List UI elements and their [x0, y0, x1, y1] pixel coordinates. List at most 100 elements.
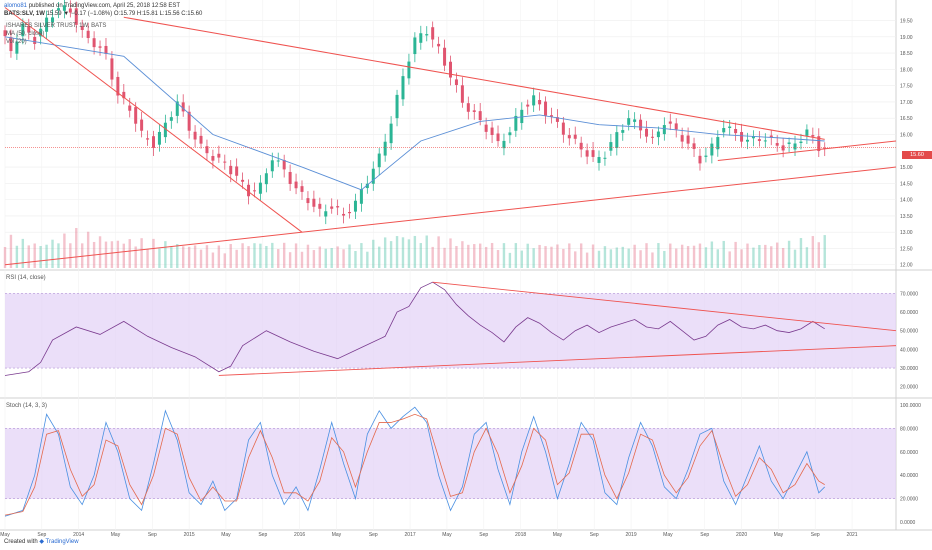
candle-body [45, 17, 49, 32]
candle-body [811, 135, 815, 137]
volume-bar [722, 240, 725, 268]
candle-body [549, 115, 553, 117]
volume-bar [282, 242, 286, 268]
candle-body [187, 111, 191, 131]
candle-body [757, 139, 761, 141]
stoch-tick-label: 80.0000 [900, 426, 918, 432]
footer: Created with ◆ TradingView [4, 538, 79, 545]
volume-bar [758, 244, 761, 268]
volume-bar [591, 244, 595, 268]
rsi-tick-label: 40.0000 [900, 347, 918, 353]
volume-bar [716, 249, 719, 268]
time-tick-label: Sep [37, 532, 46, 538]
price-tick-label: 19.00 [900, 35, 913, 41]
candle-body [116, 76, 120, 96]
candle-body [110, 58, 114, 80]
rsi-label: RSI (14, close) [6, 275, 46, 281]
volume-bar [324, 248, 327, 268]
volume-bar [288, 252, 292, 268]
volume-bar [651, 252, 654, 268]
volume-bar [781, 248, 785, 268]
candle-body [413, 37, 417, 55]
candle-body [282, 160, 286, 170]
price-tick-label: 16.00 [900, 132, 913, 138]
candle-body [241, 179, 245, 182]
volume-bar [752, 247, 755, 268]
volume-bar [318, 246, 322, 268]
tradingview-logo[interactable]: ◆ TradingView [39, 539, 79, 545]
author-link[interactable]: alomo81 [4, 3, 28, 9]
candle-body [466, 103, 470, 112]
volume-bar [698, 243, 702, 268]
volume-bar [176, 244, 179, 268]
candle-body [377, 153, 381, 168]
time-tick-label: Sep [148, 532, 157, 538]
volume-bar [39, 246, 42, 268]
volume-bar [217, 245, 221, 268]
candle-body [401, 76, 405, 100]
volume-bar [496, 250, 500, 268]
time-tick-label: Sep [369, 532, 378, 538]
price-tick-label: 14.00 [900, 198, 913, 204]
candle-body [769, 135, 773, 138]
footer-created: Created with [4, 539, 38, 545]
volume-bar [645, 243, 648, 268]
volume-bar [532, 248, 535, 268]
volume-bar [514, 243, 518, 268]
candle-body [763, 140, 767, 142]
candle-body [639, 119, 643, 131]
candle-body [615, 132, 619, 149]
volume-bar [425, 235, 428, 268]
candle-body [9, 37, 13, 52]
volume-bar [265, 245, 268, 268]
time-tick-label: May [221, 532, 231, 538]
volume-bar [134, 246, 137, 268]
volume-bar [223, 253, 226, 268]
volume-bar [187, 246, 191, 268]
time-tick-label: 2019 [626, 532, 637, 538]
candle-body [609, 142, 613, 151]
candle-body [15, 41, 19, 54]
volume-bar [764, 244, 767, 268]
candle-body [318, 203, 322, 209]
volume-bar [520, 250, 523, 268]
candle-body [294, 181, 298, 189]
volume-bar [680, 244, 684, 268]
volume-bar [3, 247, 7, 268]
candle-body [205, 146, 209, 154]
volume-bar [502, 243, 506, 268]
time-tick-label: Sep [700, 532, 709, 538]
volume-bar [419, 243, 422, 268]
candle-body [146, 138, 150, 140]
candle-body [193, 131, 197, 140]
candle-body [740, 132, 744, 142]
stoch-k-line [4, 406, 826, 517]
price-tick-label: 15.00 [900, 165, 913, 171]
candle-body [805, 129, 809, 136]
volume-bar [271, 242, 274, 268]
candle-body [324, 211, 328, 217]
volume-bar [633, 244, 636, 268]
candle-body [751, 136, 755, 139]
candle-body [353, 200, 357, 212]
symbol-label: BATS:SLV, 1W [4, 11, 45, 17]
time-tick-label: 2014 [73, 532, 84, 538]
candle-body [389, 123, 393, 144]
price-tick-label: 12.50 [900, 246, 913, 252]
candle-body [181, 102, 185, 112]
candle-body [526, 104, 530, 107]
volume-bar [98, 236, 102, 268]
stoch-tick-label: 60.0000 [900, 450, 918, 456]
volume-bar [21, 238, 25, 268]
stoch-label: Stoch (14, 3, 3) [6, 403, 48, 409]
volume-bar [401, 237, 405, 268]
volume-bar [686, 246, 690, 268]
candle-body [460, 85, 464, 103]
volume-bar [51, 239, 54, 268]
time-tick-label: May [332, 532, 342, 538]
volume-bar [526, 243, 529, 268]
volume-bar [740, 249, 743, 268]
volume-bar [182, 246, 185, 268]
candle-body [532, 95, 536, 106]
